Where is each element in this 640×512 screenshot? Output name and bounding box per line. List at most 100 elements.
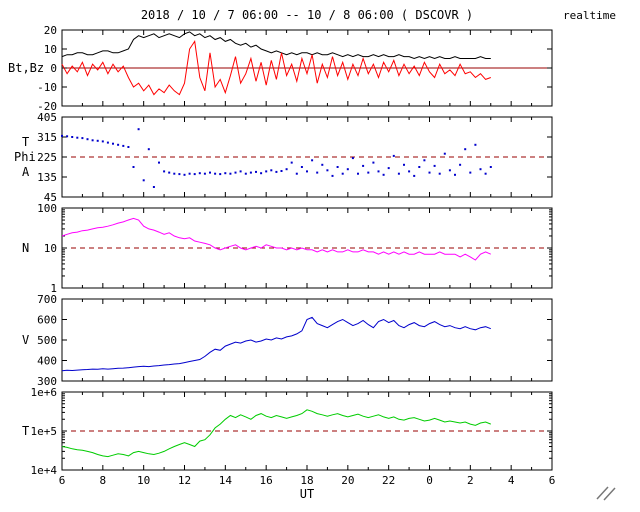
series-Phi-point: [469, 171, 472, 174]
series-Phi-point: [91, 139, 94, 142]
series-Phi-point: [127, 146, 130, 148]
series-Phi-point: [484, 172, 487, 175]
series-Phi-point: [479, 168, 482, 171]
series-Phi-point: [265, 170, 268, 173]
series-Phi-point: [336, 166, 339, 168]
y-tick-label: 500: [37, 334, 57, 347]
series-Phi-point: [438, 172, 441, 175]
x-tick-label: 6: [549, 474, 556, 487]
series-Phi-point: [448, 169, 451, 172]
y-tick-label: 300: [37, 375, 57, 388]
plot-generated-content: 20100-10-2040531522513545100101700600500…: [31, 24, 556, 487]
series-Phi-point: [295, 172, 298, 175]
y-tick-label: 1: [50, 282, 57, 295]
series-Phi-point: [351, 157, 354, 160]
series-Phi-point: [428, 171, 431, 174]
y-tick-label: 1e+6: [31, 386, 58, 399]
panel2-ylabel-line3: A: [22, 165, 30, 179]
series-Phi-point: [489, 166, 492, 168]
series-Phi-point: [106, 141, 109, 144]
panel2-ylabel-line2: Phi: [14, 150, 36, 164]
series-Phi-point: [255, 170, 257, 173]
series-Phi-point: [372, 161, 375, 164]
series-Phi-point: [459, 163, 462, 166]
series-Phi-point: [71, 136, 74, 138]
series-Phi-point: [260, 172, 263, 175]
series-Phi-point: [61, 134, 63, 137]
series-Phi-point: [377, 170, 380, 173]
series-Phi-point: [163, 170, 166, 173]
series-Phi-point: [152, 186, 155, 188]
y-tick-label: 405: [37, 111, 57, 124]
series-Phi-point: [239, 170, 242, 173]
y-tick-label: 225: [37, 151, 57, 164]
series-Bz-line: [61, 40, 491, 96]
series-Phi-point: [193, 173, 196, 176]
series-Phi-point: [357, 172, 359, 175]
y-tick-label: 400: [37, 355, 57, 368]
series-Phi-point: [367, 171, 370, 174]
series-Phi-point: [423, 159, 426, 162]
series-Phi-point: [112, 142, 114, 145]
series-Bt-line: [61, 31, 491, 60]
series-Phi-point: [270, 169, 273, 172]
series-Phi-point: [122, 144, 125, 147]
series-Phi-point: [392, 154, 395, 157]
series-Phi-point: [316, 171, 319, 174]
series-Phi-point: [433, 164, 436, 167]
x-tick-label: 4: [508, 474, 515, 487]
series-Phi-point: [341, 172, 344, 175]
series-Phi-point: [86, 138, 89, 141]
series-Phi-point: [168, 171, 171, 174]
series-Phi-point: [464, 148, 467, 151]
series-Phi-point: [178, 173, 181, 176]
panel3-ylabel: N: [22, 241, 29, 255]
series-Phi-point: [158, 161, 160, 164]
series-N-line: [61, 217, 492, 261]
series-Phi-point: [454, 173, 456, 176]
series-Phi-point: [397, 172, 400, 175]
series-Phi-point: [300, 166, 303, 168]
y-tick-label: 135: [37, 171, 57, 184]
series-Phi-point: [321, 163, 324, 166]
series-Phi-point: [81, 137, 84, 140]
series-Phi-point: [387, 167, 390, 170]
series-Phi-point: [474, 143, 477, 146]
series-Phi-point: [290, 161, 293, 164]
series-Phi-point: [234, 171, 237, 174]
x-axis-label: UT: [300, 487, 314, 501]
series-Phi-point: [132, 166, 135, 168]
series-V-line: [61, 316, 491, 372]
panel1-ylabel: Bt,Bz: [8, 61, 44, 75]
y-tick-label: 1e+5: [31, 425, 58, 438]
y-tick-label: 0: [50, 62, 57, 75]
x-tick-label: 10: [137, 474, 150, 487]
panel5-ylabel: T: [22, 424, 29, 438]
series-Phi-point: [219, 173, 222, 176]
series-Phi-point: [142, 179, 145, 182]
series-Phi-point: [326, 169, 329, 172]
series-Phi-point: [96, 139, 99, 142]
y-tick-label: 315: [37, 131, 57, 144]
y-tick-label: -20: [37, 100, 57, 113]
series-Phi-point: [66, 135, 69, 138]
series-Phi-point: [418, 166, 421, 168]
series-Phi-point: [306, 170, 308, 173]
series-Phi-point: [147, 148, 150, 151]
series-Phi-point: [362, 164, 365, 167]
y-tick-label: 10: [44, 242, 57, 255]
x-tick-label: 6: [59, 474, 66, 487]
series-Phi-point: [346, 168, 349, 171]
corner-hatch-icon: [596, 486, 616, 501]
series-Phi-point: [413, 174, 416, 177]
series-Phi-point: [244, 172, 247, 175]
y-tick-label: 100: [37, 202, 57, 215]
series-Phi-point: [403, 163, 405, 166]
y-tick-label: 1e+4: [31, 464, 58, 477]
series-Phi-point: [229, 172, 232, 175]
y-tick-label: 20: [44, 24, 57, 37]
x-tick-label: 20: [341, 474, 354, 487]
x-tick-label: 14: [219, 474, 233, 487]
